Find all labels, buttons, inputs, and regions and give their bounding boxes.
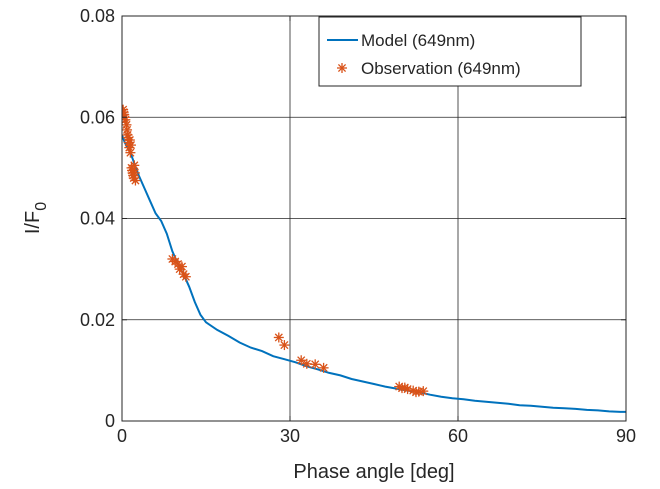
svg-text:I/F0: I/F0 — [22, 202, 50, 234]
y-axis-label: I/F0 — [22, 202, 50, 234]
observation-point — [418, 386, 429, 397]
ticks: 0 30 60 90 0 0.02 0.04 0.06 0.08 — [80, 6, 636, 446]
legend-asterisk-marker — [337, 63, 347, 73]
observation-point — [318, 362, 329, 373]
observation-point — [310, 359, 321, 370]
y-axis-label-subscript: 0 — [33, 202, 50, 211]
observation-point — [125, 140, 136, 151]
y-tick-label: 0.04 — [80, 209, 115, 229]
observation-point — [273, 332, 284, 343]
y-tick-label: 0.06 — [80, 107, 115, 127]
y-tick-label: 0 — [105, 411, 115, 431]
legend-box — [318, 16, 582, 87]
observation-point — [125, 147, 136, 158]
x-axis-label: Phase angle [deg] — [293, 461, 454, 483]
x-tick-label: 90 — [616, 426, 636, 446]
observation-point — [130, 175, 141, 186]
x-tick-label: 60 — [448, 426, 468, 446]
legend-marker-swatch — [337, 63, 347, 73]
series-layer — [122, 104, 626, 413]
x-tick-label: 30 — [280, 426, 300, 446]
observation-point — [180, 271, 191, 282]
observation-point — [279, 340, 290, 351]
y-axis-label-main: I/F — [22, 211, 44, 234]
observation-point — [301, 358, 312, 369]
observation-point — [176, 261, 187, 272]
observation-point — [296, 355, 307, 366]
y-tick-label: 0.08 — [80, 6, 115, 26]
legend: Model (649nm) Observation (649nm) — [318, 16, 582, 87]
legend-label-observation: Observation (649nm) — [361, 59, 521, 78]
x-tick-label: 0 — [117, 426, 127, 446]
y-tick-label: 0.02 — [80, 310, 115, 330]
model-curve-line — [122, 134, 626, 413]
legend-label-model: Model (649nm) — [361, 31, 475, 50]
